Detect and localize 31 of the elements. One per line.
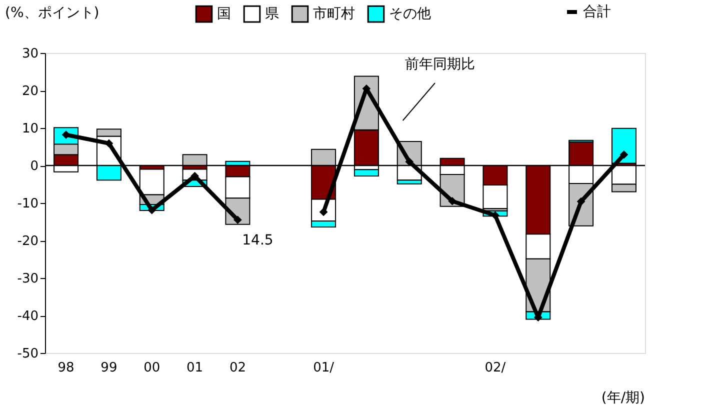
point — [448, 196, 456, 206]
point — [405, 158, 414, 166]
y-tick-label: 20 — [22, 84, 38, 99]
x-tick-label: 98 — [58, 360, 74, 376]
y-tick-label: 30 — [22, 46, 38, 62]
x-tick-label: 02 — [229, 360, 246, 376]
y-tick-label: 10 — [22, 122, 38, 136]
x-tick-label: 99 — [100, 360, 118, 376]
x-tick-label: 01 — [186, 360, 204, 376]
bar — [354, 169, 379, 176]
y-tick-label: -40 — [17, 309, 38, 324]
annotation: 14.5 — [242, 232, 274, 248]
x-tick-label: 00 — [144, 360, 160, 376]
y-tick-label: -30 — [17, 272, 38, 286]
y-tick-label: -20 — [17, 234, 38, 249]
legend-label: 国 — [217, 6, 231, 22]
point — [576, 197, 586, 206]
y-tick-label: -10 — [17, 196, 38, 212]
x-tick-label: 02/ — [484, 360, 506, 376]
x-axis-title: (年/期) — [601, 390, 645, 406]
legend-label: 合計 — [583, 4, 611, 20]
point — [491, 211, 500, 220]
legend-label: 県 — [265, 6, 279, 22]
legend-label: その他 — [389, 6, 431, 22]
y-tick-label: -50 — [17, 346, 38, 362]
y-axis-title: (%、ポイント) — [5, 5, 100, 21]
x-tick-label: 01/ — [313, 360, 335, 376]
point — [620, 150, 628, 159]
legend-label: 市町村 — [313, 6, 355, 22]
y-tick-label: 0 — [30, 159, 38, 174]
annotation: 前年同期比 — [405, 56, 475, 72]
